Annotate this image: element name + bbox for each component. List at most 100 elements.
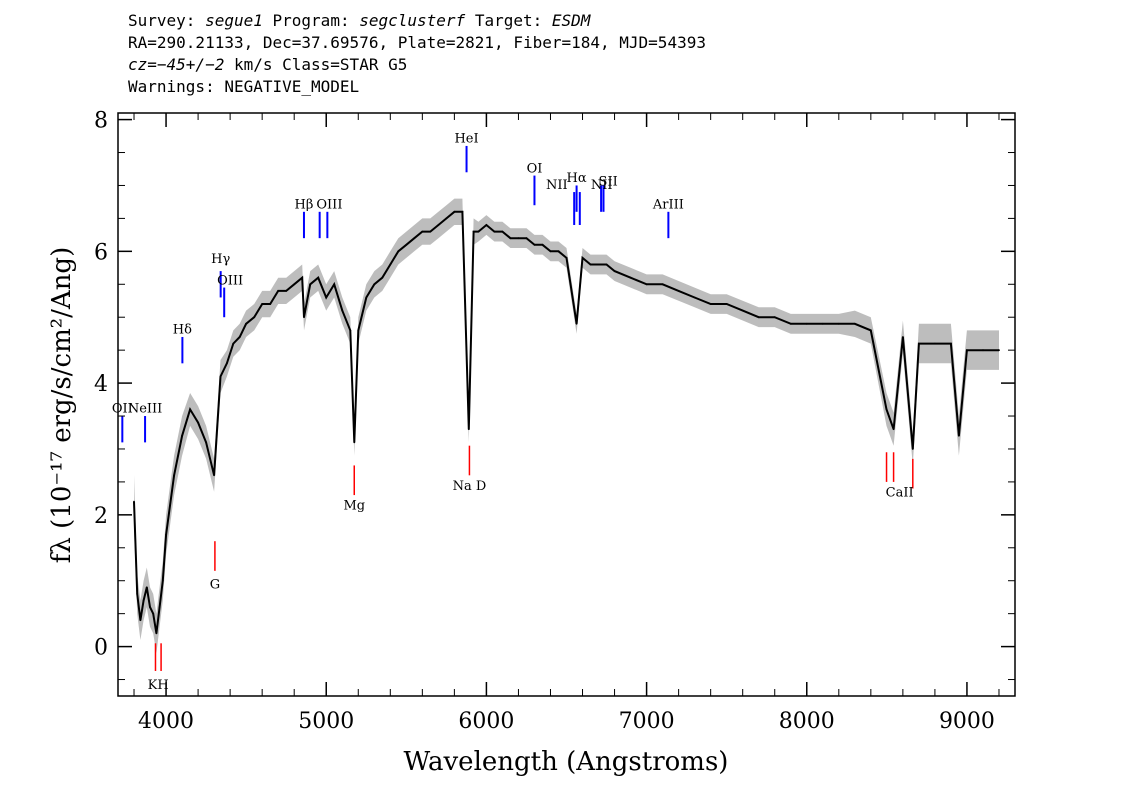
flux-point — [189, 408, 192, 411]
flux-point — [837, 322, 840, 325]
spectral-line-label: Hα — [567, 171, 587, 186]
flux-point — [485, 224, 488, 226]
flux-point — [333, 283, 336, 286]
spectral-lines-layer — [121, 145, 914, 671]
flux-point — [493, 230, 496, 233]
flux-point — [918, 342, 920, 345]
x-axis-title: Wavelength (Angstroms) — [404, 747, 729, 777]
target-label: Target: — [474, 11, 543, 30]
flux-point — [998, 349, 1000, 352]
spectral-line-label: OIII — [316, 198, 342, 213]
flux-point — [429, 230, 432, 233]
y-tick-label: 2 — [94, 504, 108, 529]
spectral-line-label: KH — [148, 678, 169, 693]
flux-point — [293, 283, 296, 286]
flux-point — [349, 329, 352, 332]
spectral-line-label: Na D — [453, 479, 487, 494]
y-tick-label: 4 — [94, 372, 108, 397]
flux-point — [277, 290, 280, 292]
flux-point — [381, 276, 384, 279]
flux-point — [549, 250, 552, 253]
cz-value: cz=−45+/−2 — [128, 55, 225, 74]
spectral-line-label: OI — [527, 161, 543, 176]
flux-point — [353, 441, 356, 444]
plot-frame — [117, 112, 1016, 697]
flux-point — [892, 428, 895, 431]
flux-point — [232, 342, 235, 345]
y-tick-label: 6 — [94, 240, 108, 265]
spectral-line-label: SII — [599, 174, 618, 189]
flux-point — [982, 349, 984, 352]
flux-point — [213, 474, 216, 477]
flux-point — [541, 243, 544, 246]
spectral-line-label: NeIII — [128, 402, 162, 417]
spectral-line-label: HeI — [454, 132, 478, 147]
flux-point — [605, 263, 608, 266]
x-tick-label: 7000 — [619, 709, 675, 734]
flux-point — [373, 283, 376, 286]
flux-point — [885, 408, 888, 411]
flux-point — [155, 632, 158, 635]
flux-point — [613, 270, 616, 272]
flux-point — [405, 243, 408, 246]
y-axis-title: fλ (10⁻¹⁷ erg/s/cm²/Ang) — [47, 247, 77, 563]
header-line-redshift: cz=−45+/−2 km/s Class=STAR G5 — [128, 54, 706, 76]
flux-point — [741, 309, 744, 312]
flux-point — [397, 250, 400, 253]
flux-point — [173, 474, 176, 477]
flux-point — [158, 606, 161, 608]
header-line-warnings: Warnings: NEGATIVE_MODEL — [128, 77, 360, 96]
survey-label: Survey: — [128, 11, 196, 30]
x-tick-label: 6000 — [458, 709, 514, 734]
flux-point — [966, 349, 968, 352]
flux-point — [245, 322, 248, 325]
flux-point — [445, 217, 448, 220]
x-tick-label: 4000 — [138, 709, 194, 734]
flux-point — [629, 276, 632, 279]
spectrum-header: Survey: segue1 Program: segclusterf Targ… — [128, 10, 706, 98]
flux-point — [902, 336, 904, 338]
flux-point — [453, 210, 456, 213]
flux-point — [161, 579, 164, 582]
flux-point — [575, 322, 578, 325]
spectral-line-label: Hβ — [295, 198, 314, 213]
flux-point — [136, 593, 139, 595]
flux-line — [133, 210, 999, 634]
flux-point — [261, 303, 264, 305]
flux-point — [226, 362, 228, 365]
y-tick-label: 8 — [94, 109, 108, 134]
flux-point — [413, 237, 416, 240]
y-tick-label: 0 — [94, 636, 108, 661]
flux-point — [341, 309, 344, 312]
flux-point — [357, 329, 360, 332]
error-band-layer — [134, 198, 999, 654]
axis-ticks: 4000 5000 6000 7000 8000 9000 0 2 4 6 8 — [94, 109, 1015, 734]
flux-point — [597, 263, 600, 266]
flux-point — [853, 322, 856, 325]
header-line-survey: Survey: segue1 Program: segclusterf Targ… — [128, 10, 706, 32]
flux-point — [309, 283, 312, 286]
flux-point — [365, 296, 368, 299]
flux-point — [145, 586, 148, 589]
program-value: segclusterf — [359, 11, 466, 30]
flux-point — [773, 316, 776, 319]
flux-point — [472, 230, 475, 233]
survey-value: segue1 — [205, 11, 263, 30]
x-tick-label: 8000 — [779, 709, 835, 734]
flux-point — [269, 303, 272, 305]
flux-point — [869, 329, 872, 332]
flux-point — [149, 606, 151, 608]
flux-point — [238, 336, 241, 338]
flux-point — [533, 243, 536, 246]
flux-point — [165, 533, 168, 536]
target-value: ESDM — [551, 11, 591, 30]
flux-point — [389, 263, 392, 266]
flux-point — [661, 283, 664, 286]
flux-point — [437, 224, 440, 226]
x-tick-label: 5000 — [298, 709, 354, 734]
flux-point — [133, 500, 135, 503]
flux-point — [789, 322, 792, 325]
flux-point — [725, 303, 728, 305]
flux-point — [325, 296, 328, 299]
